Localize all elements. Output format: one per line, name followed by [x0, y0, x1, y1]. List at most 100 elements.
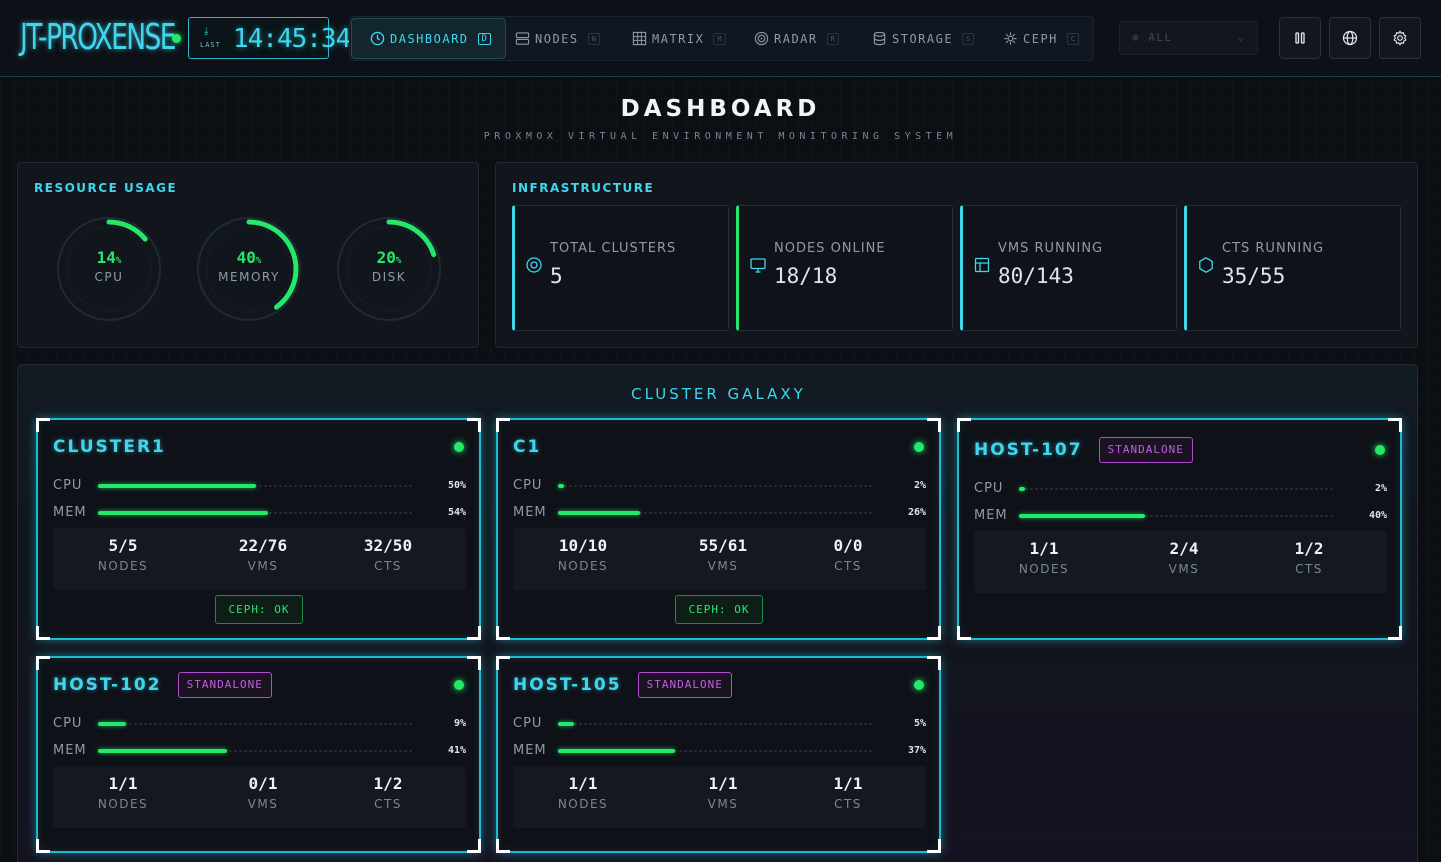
database-icon [873, 31, 886, 46]
metric-label: CPU [53, 478, 83, 493]
cluster-card[interactable]: HOST-107 STANDALONE CPU 2% MEM 40% 1/1 NODES 2/4… [957, 418, 1402, 640]
cts-count: 1/2 CTS [1249, 539, 1369, 576]
cluster-card[interactable]: C1 CPU 2% MEM 26% 10/10 NODES 55/61 VMS 0/0 CTS CEP… [496, 418, 941, 640]
nav-label: DASHBOARD [390, 31, 469, 46]
metric-label: CPU [513, 716, 543, 731]
nav-storage[interactable]: STORAGE S [872, 18, 975, 59]
resource-counts: 1/1 NODES 0/1 VMS 1/2 CTS [53, 766, 466, 828]
hexagon-icon [1199, 257, 1213, 273]
nodes-count: 10/10 NODES [523, 536, 643, 573]
cluster-filter-select[interactable]: ⊕ ALL ⌄ [1119, 21, 1258, 55]
cluster-card[interactable]: HOST-105 STANDALONE CPU 5% MEM 37% 1/1 NODES 1/1… [496, 656, 941, 853]
count-value: 1/1 [833, 774, 863, 793]
card-corner [1388, 418, 1402, 432]
vms-count: 55/61 VMS [663, 536, 783, 573]
card-corner [957, 626, 971, 640]
usage-percent: 50% [447, 480, 466, 491]
nav-shortcut: S [962, 32, 975, 45]
resource-counts: 1/1 NODES 1/1 VMS 1/1 CTS [513, 766, 926, 828]
language-button[interactable] [1329, 17, 1371, 59]
main-nav: DASHBOARD D NODES N MATRIX M RADAR R STO… [349, 16, 1094, 61]
gauge-value: 40% [236, 248, 262, 267]
cpu-usage-row: CPU 9% [53, 716, 466, 732]
grid-icon [632, 31, 647, 46]
usage-track [98, 722, 413, 726]
resource-usage-panel: RESOURCE USAGE 14% CPU 40% MEMORY 20% DI… [17, 162, 479, 348]
nav-label: MATRIX [652, 31, 705, 46]
usage-track [98, 749, 413, 753]
usage-track [558, 484, 873, 488]
nav-shortcut: M [713, 32, 726, 45]
stat-nodes-online: NODES ONLINE 18/18 [736, 205, 953, 331]
stat-vms-running: VMS RUNNING 80/143 [960, 205, 1177, 331]
pause-button[interactable] [1279, 17, 1321, 59]
gauge-label: CPU [94, 270, 124, 284]
clock-time: 14:45:34 [233, 24, 351, 54]
nav-nodes[interactable]: NODES N [515, 18, 600, 59]
usage-percent: 2% [913, 480, 926, 491]
clock-label: LAST [200, 41, 221, 49]
usage-track [558, 511, 873, 515]
usage-bar [1019, 487, 1026, 491]
usage-bar [98, 484, 256, 488]
page-subtitle: PROXMOX VIRTUAL ENVIRONMENT MONITORING S… [483, 131, 958, 142]
settings-button[interactable] [1379, 17, 1421, 59]
card-corner [927, 626, 941, 640]
cpu-usage-row: CPU 2% [974, 481, 1387, 497]
count-value: 0/0 [833, 536, 863, 555]
card-corner [927, 839, 941, 853]
cluster-galaxy-panel: CLUSTER GALAXY CLUSTER1 CPU 50% MEM 54% 5/5 NO… [17, 364, 1418, 862]
last-update-clock[interactable]: ⤓ LAST 14:45:34 [188, 17, 351, 59]
monitor-icon [750, 258, 766, 273]
cluster-card[interactable]: CLUSTER1 CPU 50% MEM 54% 5/5 NODES 22/76 VMS 32/5… [36, 418, 481, 640]
vms-count: 0/1 VMS [203, 774, 323, 811]
chevron-down-icon: ⌄ [1237, 32, 1245, 43]
count-value: 55/61 [698, 536, 748, 555]
metric-label: MEM [974, 508, 1008, 523]
count-value: 1/2 [1294, 539, 1324, 558]
nav-radar[interactable]: RADAR R [754, 18, 839, 59]
nodes-count: 5/5 NODES [63, 536, 183, 573]
cluster-card[interactable]: HOST-102 STANDALONE CPU 9% MEM 41% 1/1 NODES 0/1… [36, 656, 481, 853]
count-label: CTS [1295, 562, 1323, 576]
count-value: 1/1 [708, 774, 738, 793]
count-label: CTS [374, 797, 402, 811]
nav-ceph[interactable]: CEPH C [1003, 18, 1080, 59]
standalone-badge: STANDALONE [1098, 437, 1193, 463]
stat-total-clusters: TOTAL CLUSTERS 5 [512, 205, 729, 331]
nav-shortcut: N [587, 32, 600, 45]
card-corner [36, 839, 50, 853]
pause-icon [1295, 32, 1305, 44]
nav-shortcut: D [477, 32, 491, 45]
count-label: VMS [707, 559, 739, 573]
usage-percent: 5% [913, 718, 926, 729]
target-icon [526, 257, 542, 273]
count-label: VMS [247, 797, 279, 811]
clock-icon [370, 31, 385, 46]
app-logo[interactable]: JT-PROXENSE [20, 17, 176, 58]
nav-dashboard[interactable]: DASHBOARD D [351, 18, 506, 59]
usage-bar [558, 722, 574, 726]
live-status-dot [172, 34, 181, 43]
count-label: NODES [1018, 562, 1070, 576]
card-corner [467, 839, 481, 853]
download-icon: ⤓ [204, 26, 209, 37]
count-label: CTS [834, 559, 862, 573]
cluster-name: CLUSTER1 [53, 437, 166, 457]
cluster-name: HOST-102 [53, 675, 162, 695]
resource-counts: 5/5 NODES 22/76 VMS 32/50 CTS [53, 528, 466, 590]
metric-label: MEM [53, 505, 87, 520]
nav-matrix[interactable]: MATRIX M [632, 18, 726, 59]
online-status-dot [914, 442, 924, 452]
gauge-ring [57, 217, 161, 321]
count-label: VMS [1168, 562, 1200, 576]
metric-label: MEM [53, 743, 87, 758]
count-value: 1/2 [373, 774, 403, 793]
usage-track [98, 484, 413, 488]
nodes-count: 1/1 NODES [63, 774, 183, 811]
ceph-icon [1004, 32, 1017, 45]
card-corner [1388, 626, 1402, 640]
cts-count: 0/0 CTS [788, 536, 908, 573]
stat-value: 35/55 [1222, 264, 1286, 288]
card-corner [467, 626, 481, 640]
